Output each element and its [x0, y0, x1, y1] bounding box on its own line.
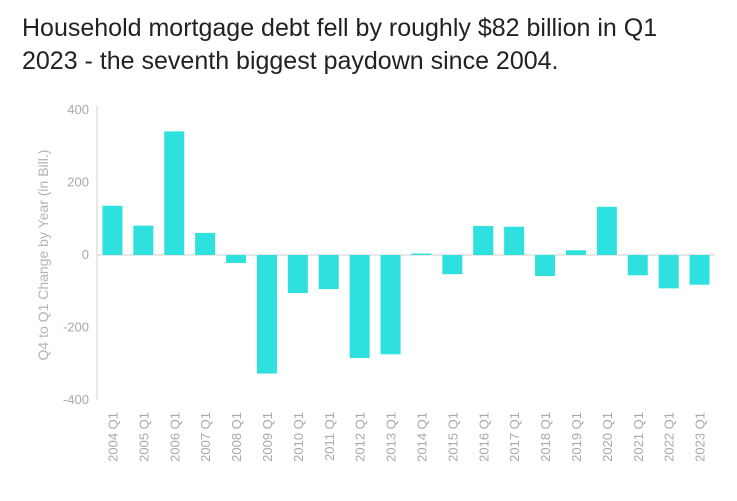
- x-tick-label: 2009 Q1: [260, 412, 275, 462]
- bar: [535, 255, 556, 277]
- x-tick-label: 2012 Q1: [353, 412, 368, 462]
- bar: [596, 206, 617, 255]
- x-tick-label: 2021 Q1: [631, 412, 646, 462]
- x-tick-label: 2005 Q1: [136, 412, 151, 462]
- x-tick-label: 2016 Q1: [476, 412, 491, 462]
- x-tick-label: 2017 Q1: [507, 412, 522, 462]
- bar: [318, 255, 339, 290]
- bar: [349, 255, 370, 358]
- x-tick-label: 2014 Q1: [414, 412, 429, 462]
- x-tick-label: 2015 Q1: [445, 412, 460, 462]
- x-tick-label: 2022 Q1: [662, 412, 677, 462]
- bar: [133, 225, 154, 255]
- y-tick-label: 400: [67, 102, 89, 117]
- bar: [380, 255, 401, 355]
- y-tick-label: -400: [63, 392, 89, 407]
- bar: [102, 205, 123, 255]
- y-tick-label: 0: [82, 247, 89, 262]
- bar: [442, 255, 463, 275]
- x-tick-label: 2020 Q1: [600, 412, 615, 462]
- y-tick-label: 200: [67, 175, 89, 190]
- x-tick-label: 2008 Q1: [229, 412, 244, 462]
- bar: [256, 255, 277, 374]
- x-tick-label: 2013 Q1: [384, 412, 399, 462]
- y-tick-label: -200: [63, 320, 89, 335]
- x-tick-label: 2011 Q1: [322, 412, 337, 461]
- bar: [411, 253, 432, 255]
- bar: [164, 131, 185, 255]
- x-tick-label: 2004 Q1: [105, 412, 120, 462]
- x-tick-label: 2007 Q1: [198, 412, 213, 462]
- chart-title-line-1: Household mortgage debt fell by roughly …: [22, 14, 658, 42]
- x-tick-label: 2023 Q1: [693, 412, 708, 462]
- bar: [627, 255, 648, 276]
- bar: [504, 226, 525, 255]
- bar: [195, 232, 216, 255]
- plot-area: 400 200 0 -200 -400 2004 Q1 2005 Q1 2006 Q1 2007…: [63, 102, 715, 462]
- bar: [689, 255, 710, 285]
- x-tick-label: 2019 Q1: [569, 412, 584, 462]
- bar: [287, 255, 308, 294]
- x-tick-label: 2006 Q1: [167, 412, 182, 462]
- x-tick-label: 2010 Q1: [291, 412, 306, 462]
- bar: [226, 255, 247, 263]
- bar: [473, 226, 494, 255]
- chart-title: Household mortgage debt fell by roughly …: [22, 12, 722, 78]
- x-tick-label: 2018 Q1: [538, 412, 553, 462]
- bar: [658, 255, 679, 289]
- bar: [565, 250, 586, 255]
- chart-title-line-2: 2023 - the seventh biggest paydown since…: [22, 47, 559, 75]
- y-axis-label: Q4 to Q1 Change by Year (in Bill.): [35, 150, 51, 361]
